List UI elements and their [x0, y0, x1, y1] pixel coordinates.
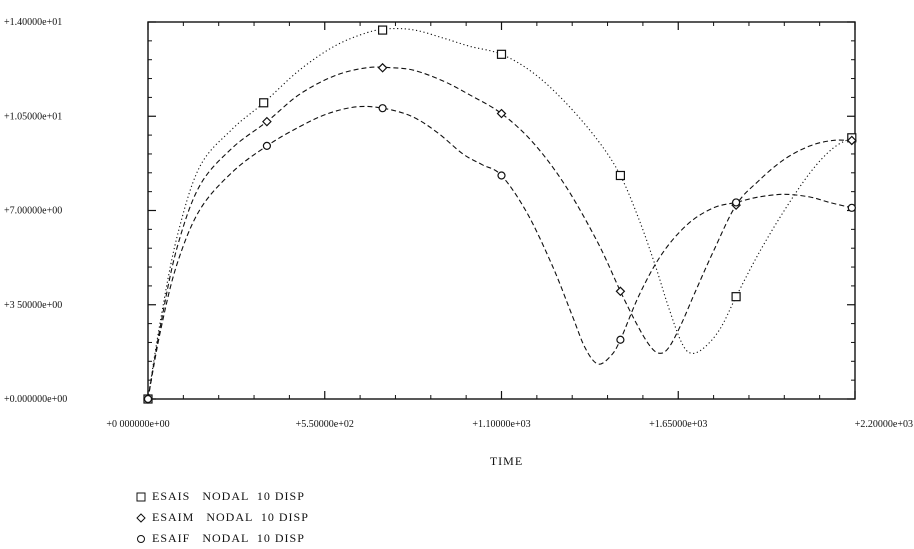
circle-marker [263, 142, 270, 149]
legend-item-esaif: ESAIF NODAL 10 DISP [130, 528, 309, 549]
series-line-0 [148, 29, 852, 399]
circle-marker [145, 396, 152, 403]
x-tick-label: +2.20000e+03 [855, 419, 913, 430]
y-tick-label: +1.40000e+01 [4, 17, 62, 28]
square-marker [498, 50, 506, 58]
y-tick-label: +7.00000e+00 [4, 206, 62, 217]
axis-ticks [148, 22, 855, 399]
square-marker [616, 171, 624, 179]
x-tick-label: +1.10000e+03 [472, 419, 530, 430]
series-lines [148, 29, 852, 399]
circle-marker [617, 336, 624, 343]
square-marker [260, 99, 268, 107]
diamond-marker [616, 287, 624, 295]
plot-frame [148, 22, 855, 399]
square-marker [379, 26, 387, 34]
series-markers [144, 26, 856, 403]
x-tick-label: +5.50000e+02 [296, 419, 354, 430]
x-tick-label: +1.65000e+03 [649, 419, 707, 430]
square-marker-icon [130, 492, 152, 502]
circle-marker [498, 172, 505, 179]
circle-marker [379, 105, 386, 112]
legend-item-esaim: ESAIM NODAL 10 DISP [130, 507, 309, 528]
series-line-1 [148, 67, 852, 399]
y-tick-label: +0.000000e+00 [4, 394, 67, 405]
legend-label: ESAIF NODAL 10 DISP [152, 531, 305, 546]
diamond-marker [379, 64, 387, 72]
legend-item-esais: ESAIS NODAL 10 DISP [130, 486, 309, 507]
x-axis-title: TIME [490, 454, 523, 468]
square-marker [732, 293, 740, 301]
circle-marker-icon [130, 534, 152, 544]
y-tick-label: +3 50000e+00 [4, 300, 62, 311]
series-line-2 [148, 106, 852, 399]
legend-label: ESAIS NODAL 10 DISP [152, 489, 305, 504]
legend-label: ESAIM NODAL 10 DISP [152, 510, 309, 525]
diamond-marker-icon [130, 513, 152, 523]
legend: ESAIS NODAL 10 DISP ESAIM NODAL 10 DISP … [130, 486, 309, 549]
y-tick-label: +1.05000e+01 [4, 111, 62, 122]
circle-marker [733, 199, 740, 206]
x-tick-label: +0 000000e+00 [106, 419, 169, 430]
circle-marker [848, 204, 855, 211]
diamond-marker [263, 118, 271, 126]
